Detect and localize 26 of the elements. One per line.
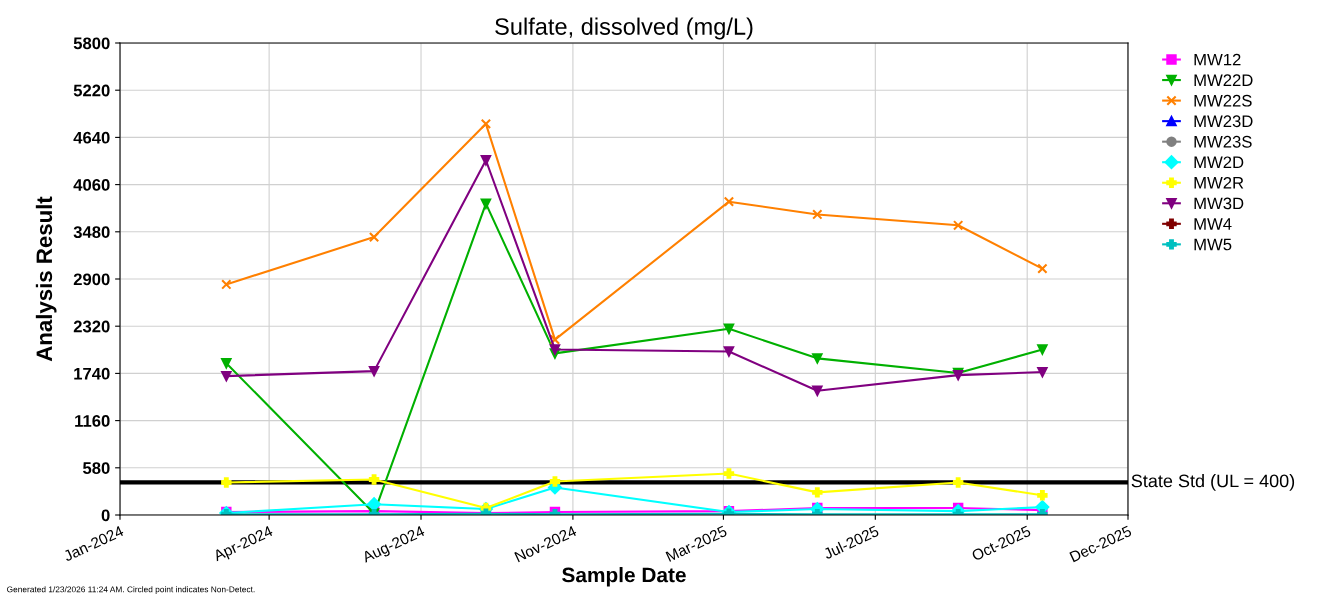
legend-label: MW12 [1194,53,1241,66]
legend-label: MW22S [1194,94,1252,107]
legend-label: MW22D [1194,74,1253,86]
y-tick-label: 1160 [75,415,110,427]
legend-label: MW23D [1194,115,1253,128]
x-axis-title: Sample Date [562,567,686,587]
y-tick-label: 5220 [73,84,110,97]
y-tick-label: 3480 [73,226,110,239]
y-tick-label: 4060 [73,179,110,191]
legend-label: MW3D [1194,197,1244,210]
legend-label: MW2D [1194,156,1244,169]
y-tick-label: 2320 [73,320,110,333]
legend-label: MW5 [1194,238,1232,251]
chart-title: Sulfate, dissolved (mg/L) [495,17,753,40]
text: Generated 1/23/2026 11:24 AM. Circled point indicates Non-Detect. [7,586,255,594]
y-tick-label: 0 [101,509,110,522]
legend-label: MW2R [1194,176,1244,189]
y-tick-label: 5800 [73,37,110,50]
ref-line-label: State Std (UL = 400) [1131,474,1295,491]
y-tick-label: 1740 [74,367,110,380]
y-tick-label: 4640 [73,131,110,144]
y-tick-label: 2900 [73,273,110,286]
y-tick-label: 580 [82,462,110,474]
legend-label: MW4 [1194,218,1232,230]
y-axis-title: Analysis Result [35,196,57,362]
legend-label: MW23S [1194,135,1252,148]
